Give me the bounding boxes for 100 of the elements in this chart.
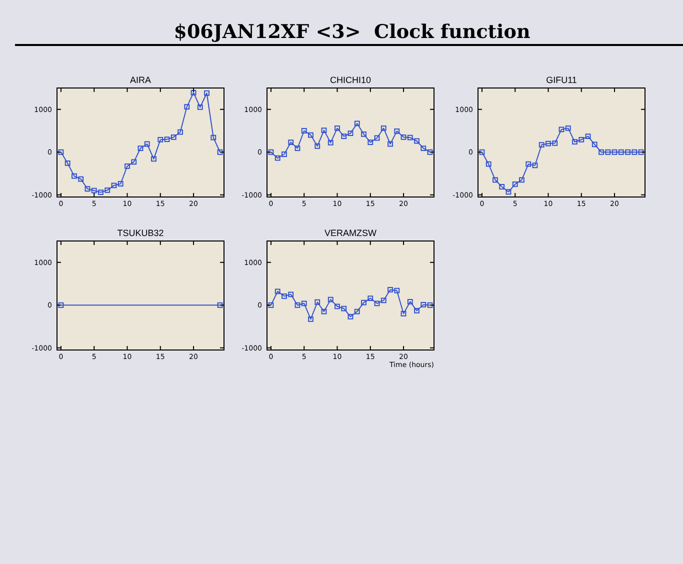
- point: [72, 173, 77, 179]
- point: [407, 299, 413, 304]
- point: [158, 137, 164, 142]
- point: [354, 120, 360, 126]
- point: [341, 306, 347, 312]
- point: [427, 149, 433, 155]
- point: [151, 156, 156, 162]
- point: [314, 143, 320, 149]
- point: [414, 138, 420, 144]
- point: [321, 308, 327, 314]
- point: [308, 316, 314, 322]
- point: [301, 128, 307, 134]
- point: [420, 302, 426, 308]
- point: [532, 162, 538, 168]
- point: [282, 293, 287, 299]
- point: [592, 142, 598, 148]
- point: [506, 189, 512, 195]
- point: [334, 125, 340, 131]
- point: [394, 128, 400, 134]
- chart-title: CHICHI10: [330, 75, 372, 85]
- point: [519, 177, 524, 183]
- point: [558, 126, 564, 132]
- point: [308, 132, 314, 138]
- point: [328, 140, 334, 146]
- point: [131, 159, 137, 165]
- point: [124, 164, 130, 169]
- point: [400, 134, 406, 140]
- chart-title: AIRA: [130, 75, 152, 85]
- point: [204, 90, 210, 96]
- point: [638, 149, 644, 155]
- point: [380, 298, 386, 304]
- point: [288, 140, 294, 145]
- point: [58, 149, 64, 155]
- point: [598, 149, 604, 155]
- point: [197, 104, 203, 110]
- point: [486, 161, 492, 167]
- point: [210, 134, 216, 140]
- point: [512, 181, 518, 187]
- chart-title: GIFU11: [546, 75, 577, 85]
- point: [118, 181, 124, 186]
- point: [348, 130, 354, 136]
- point: [479, 149, 485, 155]
- point: [585, 134, 591, 139]
- point: [144, 141, 150, 147]
- point: [274, 155, 280, 161]
- point: [98, 190, 104, 195]
- point: [294, 146, 300, 151]
- point: [625, 149, 630, 155]
- point: [632, 149, 638, 155]
- point: [348, 314, 354, 320]
- point: [328, 296, 334, 302]
- point: [492, 177, 498, 183]
- point: [341, 134, 347, 139]
- point: [104, 187, 110, 193]
- point: [78, 176, 84, 182]
- point: [138, 146, 144, 151]
- point: [274, 288, 280, 294]
- point: [578, 137, 584, 142]
- chart-title: TSUKUB32: [117, 228, 164, 238]
- point: [374, 135, 380, 141]
- point: [612, 149, 618, 155]
- point: [84, 186, 90, 192]
- point: [407, 134, 413, 140]
- point: [190, 90, 196, 96]
- point: [184, 104, 190, 110]
- point: [572, 139, 578, 145]
- point: [64, 160, 70, 166]
- point: [565, 125, 571, 131]
- point: [217, 149, 223, 155]
- point: [374, 300, 380, 306]
- point: [546, 140, 551, 146]
- point: [354, 308, 360, 314]
- point: [420, 146, 426, 151]
- point: [605, 149, 611, 155]
- point: [282, 152, 287, 157]
- point: [288, 292, 294, 298]
- point: [499, 184, 505, 190]
- point: [164, 136, 170, 142]
- point: [380, 125, 386, 131]
- point: [268, 149, 274, 155]
- point: [388, 141, 393, 147]
- line-series: [58, 90, 223, 195]
- point: [321, 128, 327, 134]
- point: [414, 308, 420, 314]
- point: [368, 296, 374, 301]
- point: [178, 129, 183, 135]
- line-series: [268, 120, 433, 161]
- text: $06JAN12XF <3> Clock function: [174, 21, 530, 43]
- point: [368, 140, 374, 145]
- line-series: [268, 287, 433, 322]
- point: [552, 140, 558, 146]
- point: [394, 288, 400, 294]
- point: [111, 182, 117, 188]
- chart-title: VERAMZSW: [324, 228, 377, 238]
- point: [91, 188, 97, 194]
- point: [526, 161, 532, 167]
- point: [361, 131, 366, 137]
- point: [618, 149, 624, 155]
- point: [334, 304, 340, 310]
- point: [301, 300, 307, 306]
